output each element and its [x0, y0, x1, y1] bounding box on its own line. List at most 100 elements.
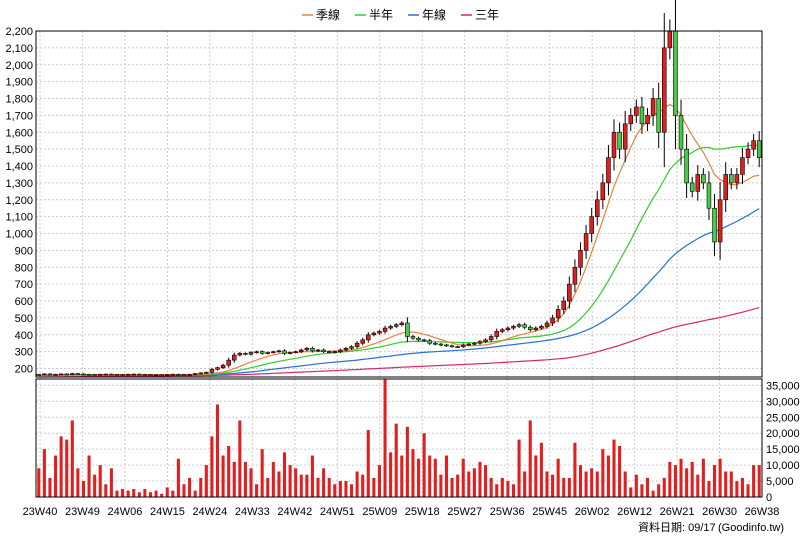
candle-up [231, 354, 237, 361]
x-tick-label: 25W18 [405, 506, 440, 518]
volume-bar [584, 471, 588, 497]
volume-bar [500, 477, 504, 497]
candle-down [656, 98, 661, 133]
x-tick-label: 24W15 [150, 506, 185, 518]
candle-up [611, 131, 617, 158]
legend-label-year: 年線 [422, 7, 446, 22]
candle-down [701, 174, 706, 184]
candle-up [667, 30, 673, 49]
volume-bar [277, 471, 281, 497]
candle-up [131, 373, 136, 376]
volume-bar [534, 455, 538, 497]
candle-up [751, 140, 756, 150]
volume-bar [511, 484, 516, 497]
candle-up [645, 115, 650, 125]
volume-bar [601, 449, 605, 497]
volume-bar [740, 477, 744, 497]
candle-down [86, 373, 92, 376]
volume-bar [729, 471, 733, 497]
price-tick-label: 1,800 [5, 94, 33, 106]
volume-bar [310, 455, 314, 497]
volume-bar [411, 449, 415, 497]
candle-up [97, 373, 103, 376]
volume-bar [37, 468, 41, 497]
volume-bar [42, 449, 46, 497]
candle-down [148, 374, 153, 376]
candle-up [589, 216, 594, 234]
x-tick-label: 26W30 [702, 506, 737, 518]
candle-down [410, 336, 416, 339]
candle-down [405, 322, 410, 337]
volume-bar [148, 492, 153, 497]
candle-up [349, 346, 354, 349]
price-tick-label: 600 [15, 296, 33, 308]
candle-down [527, 326, 533, 331]
candle-down [321, 349, 326, 352]
plot-frames [35, 30, 763, 498]
price-tick-label: 300 [15, 347, 33, 359]
candle-up [265, 352, 271, 354]
candle-up [606, 157, 611, 184]
candle-down [142, 374, 148, 376]
candle-up [170, 373, 176, 376]
volume-bars [37, 379, 761, 497]
footer-source: (Goodinfo.tw) [718, 522, 784, 534]
candle-down [522, 324, 527, 328]
volume-bar [227, 445, 231, 497]
volume-bar [573, 442, 577, 497]
price-tick-label: 700 [15, 279, 33, 291]
price-tick-label: 200 [15, 364, 33, 376]
volume-bar [93, 474, 97, 497]
candle-down [282, 350, 287, 354]
ma-quarter-line [38, 103, 760, 376]
candle-up [472, 342, 477, 345]
price-tick-label: 2,000 [5, 60, 33, 72]
candle-up [70, 373, 75, 375]
candle-down [433, 342, 438, 345]
price-tick-label: 1,500 [5, 144, 33, 156]
volume-bar [417, 458, 421, 497]
volume-bar [539, 442, 543, 497]
volume-bar [612, 439, 616, 497]
candle-down [92, 374, 97, 376]
volume-bar [752, 465, 756, 497]
volume-bar [70, 420, 74, 497]
candle-down [438, 343, 444, 346]
volume-bar [193, 490, 197, 497]
candle-down [114, 374, 120, 376]
volume-bar [104, 484, 108, 497]
x-tick-label: 25W27 [447, 506, 482, 518]
volume-bar [668, 461, 672, 497]
volume-bar [109, 468, 113, 497]
candle-up [53, 373, 58, 376]
candle-up [695, 174, 701, 192]
volume-bar [355, 471, 359, 497]
candle-up [192, 373, 198, 375]
volume-bar [478, 461, 482, 497]
candle-down [689, 182, 695, 192]
volume-bar [154, 490, 158, 497]
candle-up [271, 351, 276, 353]
price-tick-label: 1,100 [5, 212, 33, 224]
volume-bar [623, 471, 627, 497]
volume-bar [76, 468, 80, 497]
volume-bar [472, 468, 476, 497]
candle-down [243, 353, 248, 355]
volume-bar [176, 458, 180, 497]
volume-bar [517, 439, 521, 497]
candle-up [505, 327, 511, 331]
volume-bar [238, 420, 242, 497]
volume-bar [718, 458, 722, 497]
candlesticks [36, 0, 762, 377]
price-grid [36, 30, 763, 377]
candle-up [578, 250, 583, 268]
volume-bar [685, 468, 689, 497]
footer-date-label: 資料日期: 09/17 [638, 520, 716, 534]
volume-tick-label: 5,000 [766, 476, 794, 488]
volume-bar [266, 477, 270, 497]
candle-down [421, 339, 427, 342]
volume-bar [282, 452, 287, 497]
volume-bar [338, 481, 342, 497]
candle-down [75, 373, 81, 375]
candle-up [343, 348, 349, 351]
